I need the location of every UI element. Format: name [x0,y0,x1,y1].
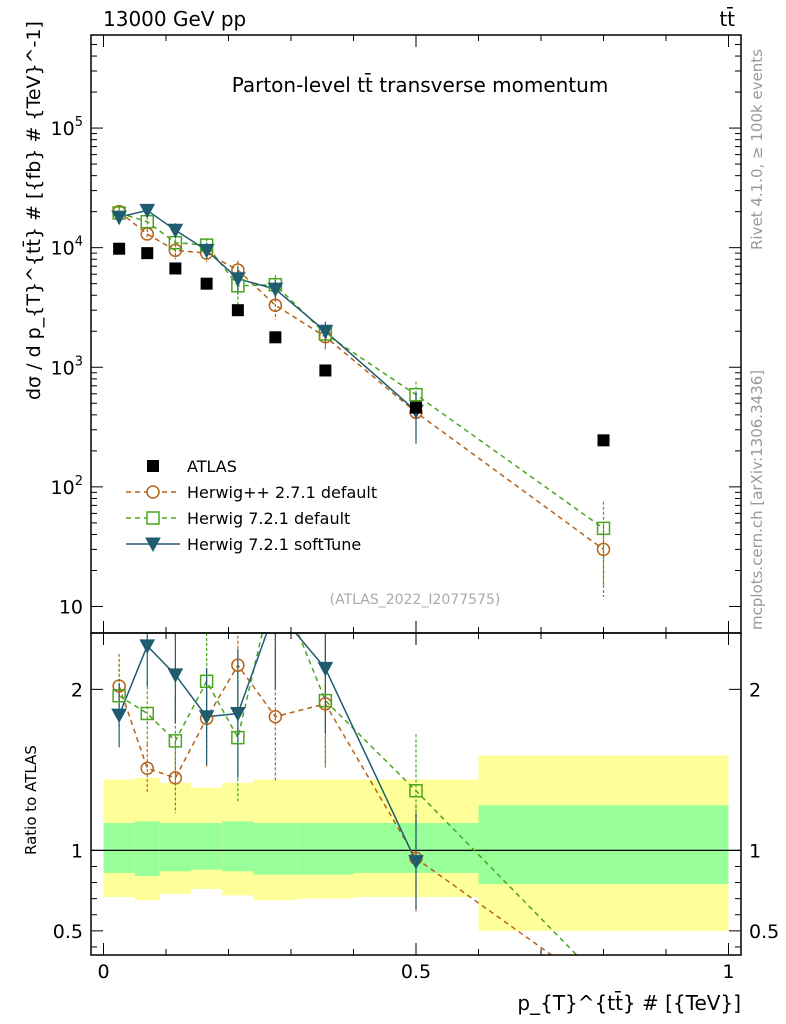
band-green [134,821,160,877]
y-tick-label: 105 [51,115,83,140]
mcplots-label: mcplots.cern.ch [arXiv:1306.3436] [748,370,766,630]
data-point [113,242,126,255]
ratio-point [268,709,283,724]
rivet-label: Rivet 4.1.0, ≥ 100k events [748,49,766,250]
series-point [596,542,611,557]
band-green [478,805,729,885]
ratio-point [140,761,154,775]
ratio-point [168,771,183,785]
x-axis-label: p_{T}^{tt̄} # [{TeV}] [517,990,741,1015]
ratio-point [111,708,127,724]
ratio-point [230,707,246,722]
series-line [118,212,604,529]
legend-marker [147,460,159,472]
band-green [297,822,354,875]
band-green [103,822,135,873]
data-point [319,364,332,377]
data-point [231,304,244,317]
data-point [269,331,282,344]
ratio-point [268,603,282,616]
legend-label: Herwig 7.2.1 default [187,509,350,528]
series-point [409,387,423,402]
ratio-tick-label-right: 1 [749,840,761,862]
data-point [200,277,213,290]
main-panel: 10 102 103 104 105 Parton-level tt̄ transver… [51,34,742,634]
band-green [159,822,191,872]
analysis-watermark: (ATLAS_2022_I2077575) [330,592,501,608]
ratio-tick-label-right: 0.5 [749,921,779,943]
series-point [267,282,284,298]
ratio-tick-label-left: 1 [71,840,83,862]
header-right: tt̄ [719,6,735,31]
series-line [118,209,417,412]
ratio-point [168,734,183,748]
legend-label: Herwig 7.2.1 softTune [187,535,361,554]
ratio-point [199,674,214,689]
ratio-panel: 0.5 0.5 1 1 2 2 [53,571,779,988]
legend-entry: Herwig++ 2.7.1 default [126,483,377,502]
ratio-point [140,706,154,721]
header-left: 13000 GeV pp [103,7,246,31]
series-point [268,298,283,313]
legend-marker [145,537,161,553]
ratio-point [112,689,126,703]
series-point [167,223,184,239]
ratio-tick-label-left: 2 [71,679,83,701]
band-green [253,822,298,875]
series-point [168,243,183,258]
ratio-tick-label-right: 2 [749,679,761,701]
ratio-point [198,710,215,725]
data-point [169,262,182,275]
legend-label: Herwig++ 2.7.1 default [187,483,377,502]
ratio-axis-label: Ratio to ATLAS [22,745,40,855]
data-point [141,247,154,260]
ratio-point [408,855,424,870]
x-tick-label: 0.5 [401,961,431,983]
series-line [118,633,578,955]
y-tick-label: 102 [51,474,83,499]
data-point [410,401,422,414]
series-point [198,243,215,259]
series-point [139,203,156,219]
ratio-point [317,661,334,677]
series-point [317,324,334,340]
x-tick-label: 1 [722,961,734,983]
legend-marker [146,511,160,525]
y-tick-label: 103 [51,354,83,379]
ratio-point [167,668,184,683]
chart-title: Parton-level tt̄ transverse momentum [232,72,609,97]
ratio-point [231,658,245,672]
series-point [111,210,127,226]
x-tick-label: 0 [97,961,109,983]
legend: ATLAS Herwig++ 2.7.1 default Herwig 7.2.1 … [126,457,377,554]
legend-entry: Herwig 7.2.1 default [126,509,350,528]
y-axis-label: dσ / d p_{T}^{tt̄} # [{fb} # {TeV}^-1] [21,21,45,400]
band-green [191,822,223,870]
legend-entry: ATLAS [147,457,237,476]
ratio-point [139,639,156,654]
ratio-point [598,976,610,988]
ratio-point [318,693,333,708]
legend-entry: Herwig 7.2.1 softTune [126,535,361,554]
series-point [230,272,246,287]
ratio-point [409,784,423,798]
ratio-tick-label-left: 0.5 [53,921,83,943]
series-point [596,521,611,536]
ratio-point [231,730,245,745]
y-tick-label: 10 [59,596,83,618]
ratio-point [269,571,281,583]
series-line [118,633,417,862]
legend-marker [146,485,160,499]
data-point [597,434,610,447]
y-tick-label: 104 [51,235,83,260]
band-green [222,821,254,872]
legend-label: ATLAS [187,457,237,476]
ratio-point [112,679,126,693]
